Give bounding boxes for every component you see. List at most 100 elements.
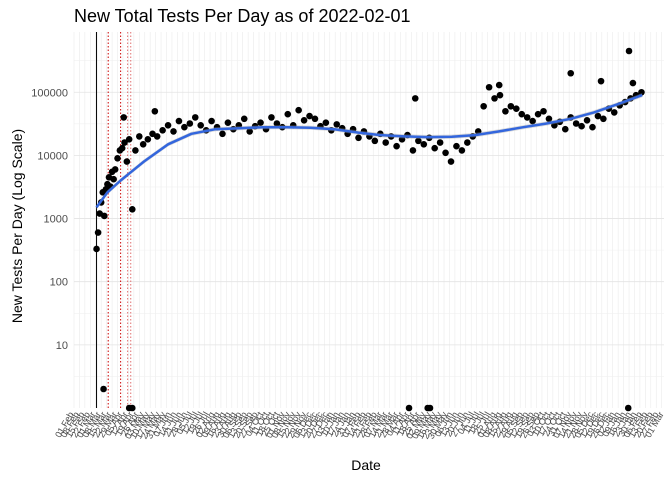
data-point	[594, 112, 602, 120]
data-point	[100, 385, 107, 393]
data-point	[405, 404, 413, 412]
data-point	[431, 144, 438, 152]
y-tick-label: 100	[50, 277, 68, 289]
data-point	[578, 122, 585, 130]
data-point	[625, 47, 633, 55]
data-point	[94, 229, 102, 236]
data-point	[551, 121, 558, 129]
data-point	[529, 117, 536, 125]
data-point	[485, 83, 493, 91]
data-point	[159, 126, 166, 134]
data-point	[191, 114, 199, 121]
data-point	[507, 102, 515, 110]
data-point	[411, 95, 419, 102]
data-point	[181, 123, 188, 131]
data-point	[540, 107, 547, 115]
data-point	[110, 175, 117, 183]
data-point	[123, 158, 131, 165]
x-axis-title: Date	[351, 457, 381, 473]
data-point	[139, 140, 147, 148]
data-point	[125, 135, 133, 143]
data-point	[333, 121, 341, 128]
data-point	[502, 107, 509, 115]
data-point	[355, 134, 362, 142]
data-point	[295, 106, 302, 114]
data-point	[101, 212, 108, 220]
data-point	[567, 69, 575, 77]
data-point	[273, 120, 281, 127]
data-point	[118, 144, 126, 152]
data-point	[197, 121, 205, 129]
data-points	[93, 47, 645, 412]
data-point	[129, 404, 136, 412]
y-tick-label: 10	[56, 340, 68, 352]
reference-lines	[96, 32, 132, 408]
chart-title: New Total Tests Per Day as of 2022-02-01	[74, 6, 411, 26]
y-tick-label: 10000	[37, 150, 68, 162]
data-point	[135, 133, 143, 140]
data-point	[561, 125, 569, 133]
y-tick-label: 1000	[44, 214, 68, 226]
data-point	[415, 137, 422, 145]
data-point	[322, 119, 330, 126]
data-point	[240, 115, 248, 123]
data-point	[496, 91, 504, 99]
data-point	[398, 135, 406, 143]
data-point	[284, 110, 292, 118]
data-point	[436, 139, 444, 146]
data-point	[186, 120, 194, 127]
data-point	[409, 147, 417, 154]
data-point	[300, 116, 308, 124]
data-point	[111, 166, 119, 173]
data-point	[170, 128, 177, 135]
data-point	[458, 147, 466, 154]
data-point	[257, 119, 264, 126]
data-point	[393, 142, 400, 150]
data-point	[610, 109, 618, 116]
data-point	[442, 149, 449, 157]
data-point	[382, 139, 390, 146]
data-point	[306, 112, 313, 120]
data-point	[420, 140, 428, 148]
data-point	[268, 114, 275, 121]
trend-layer	[95, 93, 643, 210]
data-point	[144, 135, 152, 143]
trend-line	[95, 93, 643, 209]
data-point	[246, 128, 253, 135]
data-point	[534, 110, 542, 118]
data-point	[495, 81, 503, 89]
data-point	[164, 121, 172, 129]
data-point	[114, 154, 121, 162]
data-point	[151, 107, 159, 115]
y-axis-title: New Tests Per Day (Log Scale)	[9, 129, 25, 323]
data-point	[638, 88, 645, 96]
y-tick-label: 100000	[31, 87, 68, 99]
data-point	[175, 117, 183, 125]
data-point	[589, 123, 596, 131]
data-point	[583, 116, 591, 124]
trend-confidence-band	[96, 93, 643, 210]
data-point	[120, 114, 128, 121]
grid	[73, 32, 664, 408]
data-point	[600, 115, 607, 123]
data-point	[453, 142, 460, 150]
data-point	[447, 158, 455, 165]
data-point	[311, 115, 319, 123]
data-point	[572, 120, 580, 127]
data-point	[513, 105, 520, 112]
data-point	[629, 79, 637, 87]
data-point	[132, 147, 139, 154]
data-point	[523, 114, 531, 121]
y-axis-ticks: 10 100 1000 10000 100000	[31, 87, 68, 352]
data-point	[474, 128, 482, 135]
data-point	[545, 115, 553, 123]
data-point	[153, 133, 161, 140]
data-point	[121, 139, 128, 146]
data-point	[491, 95, 498, 102]
data-point	[480, 102, 487, 110]
data-point	[129, 206, 136, 213]
data-point	[464, 139, 471, 146]
